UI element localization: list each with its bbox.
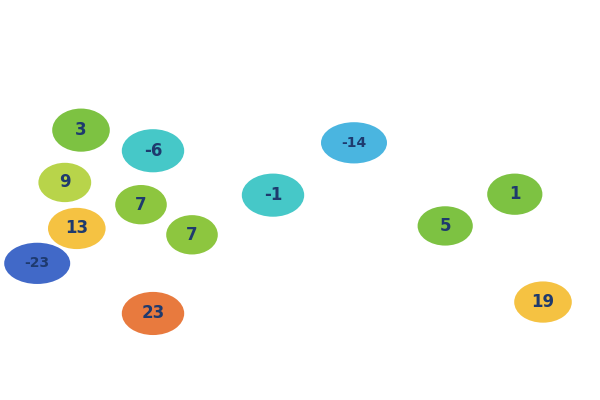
Text: -6: -6: [144, 142, 162, 160]
Ellipse shape: [321, 122, 387, 164]
Text: -23: -23: [25, 256, 50, 270]
Text: -14: -14: [341, 136, 367, 150]
Text: -1: -1: [264, 186, 282, 204]
Text: 7: 7: [186, 226, 198, 244]
Text: Average temperatures in January: Average temperatures in January: [79, 15, 521, 39]
Ellipse shape: [4, 243, 70, 284]
Text: 19: 19: [532, 293, 554, 311]
Ellipse shape: [38, 163, 91, 202]
Ellipse shape: [418, 206, 473, 246]
Text: 9: 9: [59, 174, 71, 192]
Text: 13: 13: [65, 220, 88, 238]
Ellipse shape: [166, 215, 218, 254]
Ellipse shape: [487, 174, 542, 215]
Ellipse shape: [514, 282, 572, 323]
Ellipse shape: [48, 208, 106, 249]
Ellipse shape: [115, 185, 167, 224]
Text: 5: 5: [439, 217, 451, 235]
Text: 1: 1: [509, 185, 521, 203]
Text: info-america-usa.com: info-america-usa.com: [224, 378, 376, 393]
Ellipse shape: [122, 292, 184, 335]
Ellipse shape: [242, 174, 304, 217]
Ellipse shape: [52, 108, 110, 152]
Text: 23: 23: [142, 304, 164, 322]
Text: 3: 3: [75, 121, 87, 139]
Ellipse shape: [122, 129, 184, 172]
Text: 7: 7: [135, 196, 147, 214]
